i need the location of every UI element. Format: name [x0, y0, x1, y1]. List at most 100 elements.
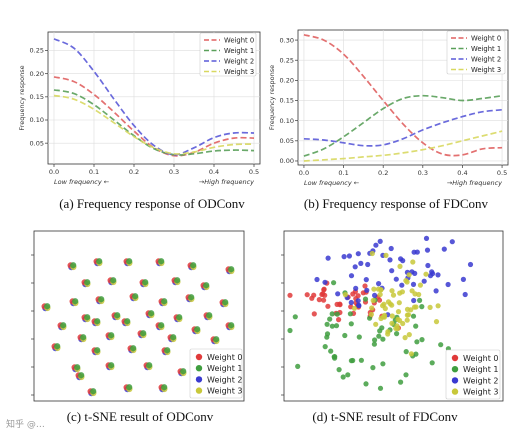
- scatter-point: [341, 254, 347, 260]
- scatter-point: [324, 321, 330, 327]
- scatter-point: [460, 276, 466, 282]
- scatter-point: [140, 330, 147, 337]
- x-tick-label: 0.0: [49, 168, 59, 176]
- scatter-point: [389, 313, 395, 319]
- scatter-point: [346, 253, 352, 259]
- scatter-point: [311, 311, 317, 317]
- scatter-point: [373, 321, 379, 327]
- scatter-point: [337, 301, 343, 307]
- scatter-point: [322, 344, 328, 350]
- scatter-point: [170, 334, 177, 341]
- scatter-point: [396, 300, 402, 306]
- x-tick-label: 0.5: [497, 169, 507, 177]
- plot-frame: [283, 230, 504, 402]
- scatter-point: [132, 293, 139, 300]
- scatter-point: [406, 272, 412, 278]
- legend-marker: [451, 388, 459, 395]
- scatter-point: [403, 278, 409, 284]
- legend-box: [199, 32, 257, 77]
- scatter-point: [425, 262, 431, 269]
- scatter-point: [429, 269, 435, 275]
- x-note-high: →High frequency: [447, 179, 502, 187]
- plot-frame: [33, 230, 245, 402]
- series-line-weight-2: [53, 38, 255, 156]
- y-tick-label: 0.20: [280, 77, 294, 85]
- legend-label: Weight 2: [463, 376, 499, 385]
- scatter-point: [406, 332, 412, 338]
- x-tick-label: 0.3: [169, 168, 179, 176]
- scatter-point: [146, 362, 153, 369]
- scatter-point: [287, 327, 293, 334]
- scatter-point: [438, 342, 444, 348]
- scatter-point: [348, 321, 354, 327]
- scatter-point: [94, 347, 101, 354]
- scatter-point: [390, 292, 397, 298]
- legend-label: Weight 1: [207, 364, 243, 373]
- legend-marker: [451, 366, 459, 373]
- legend-marker: [195, 387, 203, 394]
- plot-frame: [47, 31, 261, 165]
- scatter-point: [410, 259, 416, 265]
- x-tick-label: 0.3: [418, 169, 428, 177]
- scatter-point: [44, 303, 51, 310]
- series-line-weight-1: [53, 89, 255, 156]
- scatter-point: [395, 309, 402, 315]
- y-tick-label: 0.00: [280, 157, 294, 165]
- scatter-point: [142, 279, 149, 286]
- scatter-point: [404, 312, 410, 318]
- scatter-point: [54, 343, 61, 350]
- scatter-point: [84, 314, 91, 321]
- scatter-point: [412, 291, 418, 297]
- scatter-point: [321, 297, 327, 303]
- scatter-point: [393, 276, 399, 282]
- scatter-point: [413, 323, 419, 329]
- scatter-point: [295, 363, 301, 369]
- x-tick-label: 0.4: [209, 168, 219, 176]
- legend-label: Weight 3: [471, 66, 501, 74]
- scatter-point: [380, 336, 386, 342]
- scatter-point: [74, 364, 81, 371]
- scatter-point: [435, 303, 441, 309]
- scatter-point: [417, 282, 423, 288]
- panel-b-frequency-fdconv: 0.00 0.05 0.10 0.15 0.20 0.25 0.30 0.0 0.1 0.2 0.3…: [268, 29, 509, 187]
- scatter-point: [389, 268, 395, 274]
- scatter-point: [365, 261, 371, 268]
- scatter-point: [228, 266, 235, 273]
- x-tick-label: 0.1: [338, 169, 348, 177]
- scatter-point: [80, 334, 87, 341]
- scatter-point: [394, 331, 400, 337]
- legend-marker: [195, 353, 203, 361]
- scatter-point: [190, 262, 197, 269]
- scatter-point: [206, 312, 213, 319]
- scatter-point: [413, 304, 419, 310]
- scatter-point: [435, 272, 441, 278]
- scatter-point: [402, 335, 408, 341]
- scatter-point: [414, 339, 420, 345]
- scatter-point: [96, 258, 103, 265]
- scatter-point: [371, 286, 377, 292]
- scatter-point: [353, 285, 359, 291]
- scatter-point: [355, 298, 361, 304]
- y-tick-label: 0.20: [30, 70, 44, 78]
- scatter-point: [423, 235, 430, 241]
- scatter-point: [222, 299, 229, 306]
- scatter-point: [174, 277, 181, 284]
- scatter-point: [371, 341, 377, 347]
- scatter-point: [84, 279, 91, 286]
- scatter-point: [90, 388, 97, 395]
- legend-label: Weight 0: [224, 36, 254, 44]
- series-line-weight-2: [303, 108, 503, 147]
- scatter-point: [375, 286, 381, 292]
- scatter-point: [411, 249, 417, 255]
- scatter-point: [410, 313, 417, 319]
- scatter-point: [419, 337, 425, 343]
- scatter-point: [389, 288, 395, 294]
- x-tick-label: 0.2: [378, 169, 388, 177]
- legend-label: Weight 1: [463, 365, 499, 374]
- scatter-point: [408, 351, 414, 357]
- scatter-point: [345, 372, 351, 378]
- scatter-point: [348, 273, 355, 279]
- caption-b: (b) Frequency response of FDConv: [304, 196, 489, 211]
- scatter-point: [372, 337, 378, 343]
- scatter-point: [380, 361, 386, 367]
